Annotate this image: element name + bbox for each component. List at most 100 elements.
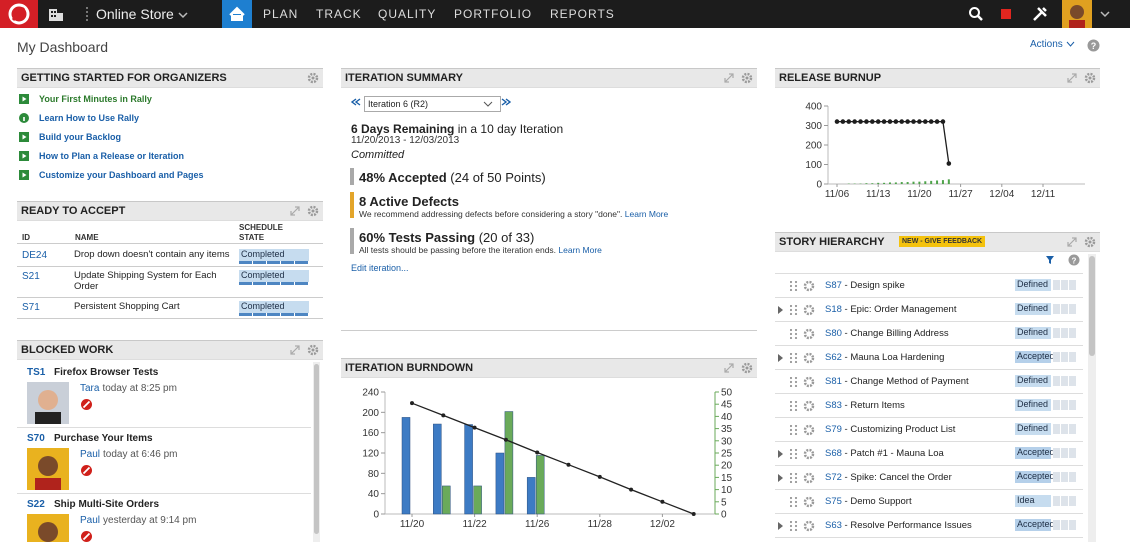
y-tick-label: 0 [816,180,822,191]
gear-icon[interactable] [307,72,319,84]
gear-icon[interactable] [803,352,815,364]
gear-icon[interactable] [803,448,815,460]
actions-menu[interactable]: Actions [1030,39,1075,50]
scroll-thumb[interactable] [314,364,319,534]
item-id[interactable]: S22 [27,499,45,510]
workspace-picker[interactable]: Online Store [96,6,188,22]
y-tick-label: 200 [362,408,379,419]
line-point [852,119,857,124]
item-user[interactable]: Paul [80,449,101,460]
item-time: today at 6:46 pm [103,449,178,460]
handle-dot [794,504,798,507]
gear-icon[interactable] [803,424,815,436]
previous-iteration[interactable] [351,98,361,106]
scrollbar[interactable] [313,362,320,542]
state-segment [239,261,252,264]
nav-item[interactable]: REPORTS [550,7,615,21]
story-id[interactable]: S62 [825,352,842,363]
story-id[interactable]: S18 [825,304,842,315]
scrollbar[interactable] [1088,254,1096,542]
state-segment [1061,496,1068,506]
row-id[interactable]: S71 [22,302,40,313]
gear-icon[interactable] [741,362,753,374]
feedback-badge[interactable]: NEW - GIVE FEEDBACK [899,236,986,247]
search-icon[interactable] [968,6,984,22]
gear-icon[interactable] [803,400,815,412]
icon-play [22,172,27,178]
nav-item[interactable]: PORTFOLIO [454,7,533,21]
home-button[interactable] [222,0,252,28]
user-avatar[interactable] [1062,0,1092,28]
handle-dot [794,480,798,483]
expand-icon[interactable] [289,205,301,217]
user-menu-caret[interactable] [1100,10,1110,18]
learn-more-link[interactable]: Learn More [558,245,602,255]
workspace-name: Online Store [96,6,174,22]
iteration-picker[interactable]: Iteration 6 (R2) [364,96,501,112]
getting-started-link[interactable]: Learn How to Use Rally [39,113,140,123]
story-row: S62 - Mauna Loa Hardening Accepted [775,346,1083,370]
help-icon[interactable]: ? [1087,39,1100,52]
expand-icon[interactable] [723,72,735,84]
gear-icon[interactable] [1084,236,1096,248]
blocked-bar [82,466,91,475]
getting-started-link[interactable]: Build your Backlog [39,132,122,142]
story-id[interactable]: S83 [825,400,842,411]
edit-iteration-link[interactable]: Edit iteration... [351,263,409,273]
gear-icon[interactable] [1084,72,1096,84]
item-user[interactable]: Tara [80,383,100,394]
state-segment [1069,424,1076,434]
gear-icon[interactable] [307,344,319,356]
gear-icon[interactable] [803,520,815,532]
story-row: S79 - Customizing Product List Defined [775,418,1083,442]
handle-dot [790,353,793,356]
story-id[interactable]: S81 [825,376,842,387]
expand-icon[interactable] [723,362,735,374]
record-icon[interactable] [1001,9,1011,19]
drag-handle [790,329,798,339]
gear-icon[interactable] [307,205,319,217]
next-iteration[interactable] [501,98,511,106]
getting-started-link[interactable]: Customize your Dashboard and Pages [39,170,204,180]
gear-icon[interactable] [803,472,815,484]
expand-icon[interactable] [1066,72,1078,84]
item-id[interactable]: TS1 [27,367,46,378]
gear-icon[interactable] [803,328,815,340]
y-tick-label: 200 [805,141,822,152]
row-id[interactable]: DE24 [22,250,48,261]
nav-item[interactable]: TRACK [316,7,362,21]
panel-title: GETTING STARTED FOR ORGANIZERS [21,72,227,84]
gear-icon[interactable] [803,496,815,508]
item-user[interactable]: Paul [80,515,101,526]
item-id[interactable]: S70 [27,433,45,444]
story-id[interactable]: S63 [825,520,842,531]
getting-started-link[interactable]: How to Plan a Release or Iteration [39,151,185,161]
story-id[interactable]: S68 [825,448,842,459]
story-id[interactable]: S79 [825,424,842,435]
row-id[interactable]: S21 [22,271,40,282]
handle-dot [790,305,793,308]
tools-icon[interactable] [1032,6,1048,22]
nav-item[interactable]: QUALITY [378,7,437,21]
expand-icon[interactable] [289,344,301,356]
story-id[interactable]: S80 [825,328,842,339]
story-name: - Customizing Product List [844,424,956,435]
learn-more-link[interactable]: Learn More [624,209,669,219]
y-tick-label: 100 [805,160,822,171]
bar [947,179,950,184]
getting-started-link[interactable]: Your First Minutes in Rally [39,94,152,104]
expand-icon[interactable] [1066,236,1078,248]
nav-item[interactable]: PLAN [263,7,299,21]
scroll-thumb[interactable] [1089,256,1095,356]
logo[interactable] [0,0,38,28]
gear-icon[interactable] [741,72,753,84]
story-id[interactable]: S75 [825,496,842,507]
gear-icon[interactable] [803,376,815,388]
column-header: ID [22,233,30,242]
help-icon[interactable]: ? [1068,254,1080,266]
story-id[interactable]: S72 [825,472,842,483]
gear-icon[interactable] [803,280,815,292]
gear-icon[interactable] [803,304,815,316]
story-id[interactable]: S87 [825,280,842,291]
filter-icon[interactable] [1045,255,1055,265]
